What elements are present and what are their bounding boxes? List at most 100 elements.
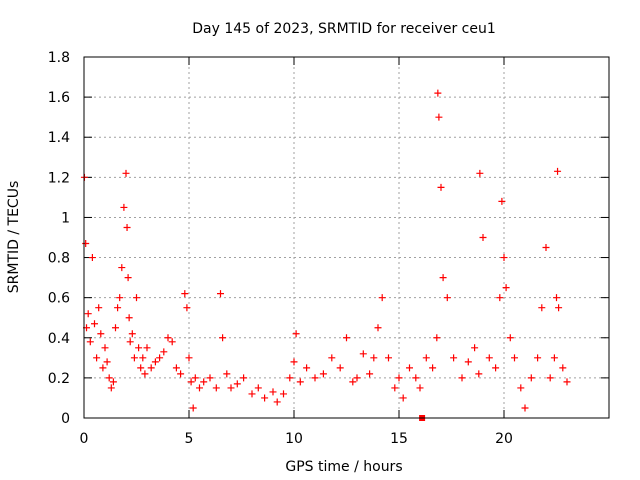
data-point — [550, 354, 558, 362]
data-point — [336, 364, 344, 372]
data-point — [101, 344, 109, 352]
data-point — [107, 384, 115, 392]
data-point — [105, 374, 113, 382]
data-point — [555, 304, 563, 312]
data-point — [187, 378, 195, 386]
data-point — [109, 378, 117, 386]
y-tick-label: 0.2 — [48, 371, 70, 387]
data-point — [458, 374, 466, 382]
data-point — [118, 264, 126, 272]
data-point — [391, 384, 399, 392]
data-point — [349, 378, 357, 386]
y-tick-label: 0 — [61, 411, 70, 427]
data-point — [196, 384, 203, 392]
data-points — [80, 89, 571, 421]
axis-ticks: 0 0.2 0.4 0.6 0.8 1 1.2 1.4 1.6 1.8 0 5 10 15 20 — [48, 50, 609, 447]
data-point — [359, 350, 367, 358]
data-point — [476, 169, 484, 177]
data-point — [133, 294, 140, 302]
data-point — [97, 330, 105, 338]
data-point — [559, 364, 567, 372]
data-point — [151, 358, 159, 366]
data-point — [99, 364, 107, 372]
y-tick-label: 1.4 — [48, 130, 70, 146]
data-point — [422, 354, 430, 362]
data-point — [147, 364, 155, 372]
data-point — [416, 384, 424, 392]
data-point — [240, 374, 248, 382]
data-point — [554, 167, 562, 175]
data-point — [498, 197, 506, 205]
data-point — [328, 354, 336, 362]
data-point — [496, 294, 504, 302]
data-point — [506, 334, 514, 342]
data-point — [370, 354, 378, 362]
y-tick-label: 1.8 — [48, 50, 70, 66]
data-point — [542, 244, 550, 252]
data-point — [553, 294, 560, 302]
y-tick-label: 1 — [61, 210, 70, 226]
data-point — [164, 334, 172, 342]
y-axis-label: SRMTID / TECUs — [6, 181, 22, 294]
data-point — [395, 374, 403, 382]
data-point — [366, 370, 374, 378]
data-point — [200, 378, 208, 386]
data-point — [517, 384, 525, 392]
data-point — [223, 370, 231, 378]
x-tick-label: 20 — [495, 431, 513, 447]
data-point — [183, 304, 191, 312]
data-point — [521, 404, 529, 412]
data-point — [93, 354, 101, 362]
y-tick-label: 1.6 — [48, 90, 70, 106]
data-point — [130, 354, 138, 362]
data-point — [168, 338, 176, 346]
data-point — [385, 354, 392, 362]
data-point — [124, 274, 132, 282]
data-point — [269, 388, 277, 396]
data-point — [538, 304, 546, 312]
data-point — [160, 348, 168, 356]
data-point — [84, 310, 92, 318]
data-point — [434, 89, 442, 97]
data-point — [91, 320, 98, 328]
data-point — [191, 374, 199, 382]
y-tick-label: 0.6 — [48, 291, 70, 307]
data-point — [435, 113, 443, 121]
data-point — [443, 294, 451, 302]
data-point — [137, 364, 145, 372]
data-point — [82, 240, 90, 248]
data-point — [280, 390, 287, 398]
data-point — [219, 334, 227, 342]
data-point — [319, 370, 327, 378]
data-point — [485, 354, 493, 362]
data-point — [378, 294, 386, 302]
data-point — [88, 254, 96, 262]
plot-frame — [83, 56, 610, 419]
data-point — [95, 304, 103, 312]
data-point — [292, 330, 300, 338]
data-point — [296, 378, 304, 386]
data-point — [141, 370, 149, 378]
data-point — [492, 364, 500, 372]
chart-title: Day 145 of 2023, SRMTID for receiver ceu… — [192, 21, 496, 37]
data-point — [429, 364, 437, 372]
data-point — [123, 223, 131, 231]
data-point — [527, 374, 535, 382]
data-point — [406, 364, 413, 372]
data-point — [563, 378, 571, 386]
data-point — [189, 404, 197, 412]
data-point — [120, 203, 128, 211]
data-point — [143, 344, 151, 352]
data-point — [471, 344, 479, 352]
data-point — [439, 274, 447, 282]
data-point — [177, 370, 185, 378]
data-point — [290, 358, 298, 366]
data-point — [311, 374, 319, 382]
data-point — [261, 394, 269, 402]
data-point — [433, 334, 441, 342]
data-point — [86, 338, 94, 346]
y-tick-label: 0.4 — [48, 331, 70, 347]
data-point — [156, 354, 164, 362]
data-point — [412, 374, 420, 382]
